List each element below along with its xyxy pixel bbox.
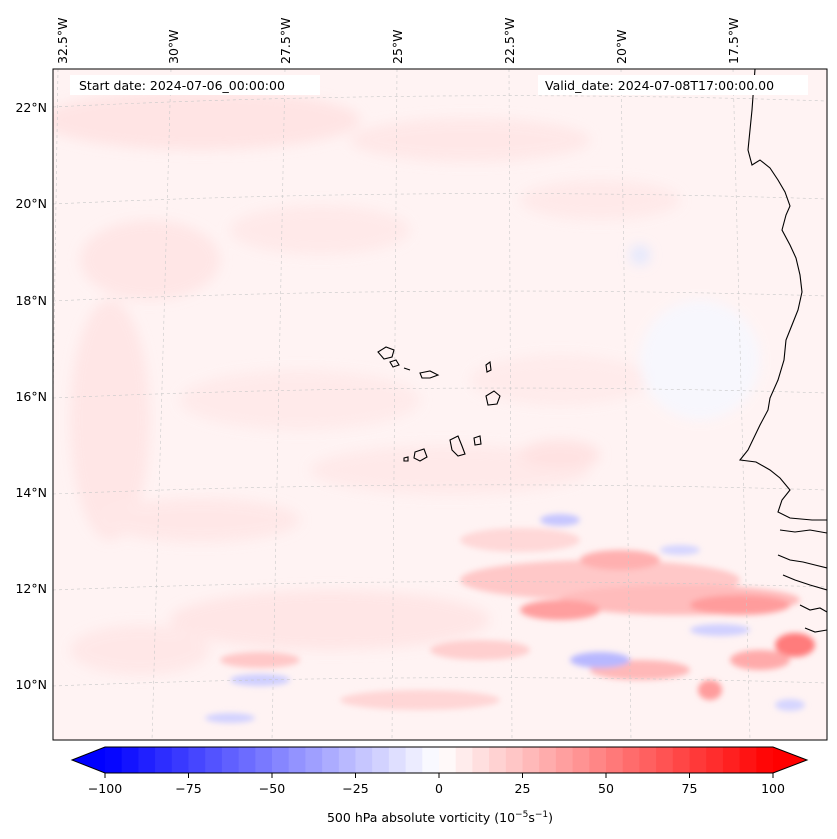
colorbar-tick-labels: −100 −75 −50 −25 0 25 50 75 100: [88, 781, 785, 796]
lon-label: 32.5°W: [55, 18, 70, 64]
colorbar-cell: [105, 747, 123, 773]
colorbar-cell: [205, 747, 223, 773]
colorbar-cell: [322, 747, 340, 773]
lon-label: 17.5°W: [726, 18, 741, 64]
graticule: [53, 69, 827, 740]
lon-label: 25°W: [390, 29, 405, 64]
cb-tick-label: 75: [682, 781, 698, 796]
colorbar-cell: [606, 747, 624, 773]
lat-label: 14°N: [15, 485, 47, 500]
colorbar-cell: [171, 747, 189, 773]
lat-label: 12°N: [15, 581, 47, 596]
coastline: [377, 69, 827, 633]
cb-tick-label: −75: [175, 781, 201, 796]
colorbar-cell: [439, 747, 457, 773]
colorbar-cell: [355, 747, 373, 773]
lat-label: 18°N: [15, 293, 47, 308]
colorbar-cell: [155, 747, 173, 773]
cb-tick-label: 0: [435, 781, 443, 796]
lat-label: 16°N: [15, 389, 47, 404]
colorbar-cell: [505, 747, 523, 773]
colorbar-cell: [756, 747, 774, 773]
colorbar-cells: [105, 747, 774, 773]
colorbar-cell: [405, 747, 423, 773]
colorbar-cell: [238, 747, 256, 773]
colorbar-cell: [539, 747, 557, 773]
colorbar: −100 −75 −50 −25 0 25 50 75 100 500 hPa …: [70, 746, 809, 825]
vorticity-field: [53, 69, 827, 740]
colorbar-cell: [722, 747, 741, 773]
cb-tick-label: 100: [761, 781, 785, 796]
colorbar-cell: [255, 747, 273, 773]
cb-tick-label: −50: [259, 781, 285, 796]
lon-label: 30°W: [166, 29, 181, 64]
colorbar-cell: [706, 747, 724, 773]
cb-tick-label: 50: [598, 781, 614, 796]
lat-label: 22°N: [15, 100, 47, 115]
colorbar-cell: [288, 747, 306, 773]
colorbar-cell: [622, 747, 640, 773]
colorbar-cell: [138, 747, 156, 773]
colorbar-label: 500 hPa absolute vorticity (10−5s−1): [327, 810, 553, 825]
colorbar-cell: [589, 747, 607, 773]
lon-label: 20°W: [614, 29, 629, 64]
colorbar-cell: [338, 747, 356, 773]
colorbar-cell: [689, 747, 707, 773]
colorbar-cell: [656, 747, 674, 773]
colorbar-cell: [455, 747, 473, 773]
cb-tick-label: −25: [342, 781, 368, 796]
colorbar-cell: [472, 747, 490, 773]
colorbar-cell: [305, 747, 323, 773]
lat-label: 20°N: [15, 196, 47, 211]
colorbar-extend-min: [72, 747, 105, 773]
colorbar-cell: [188, 747, 206, 773]
colorbar-cell: [121, 747, 139, 773]
colorbar-cell: [672, 747, 690, 773]
colorbar-cell: [422, 747, 440, 773]
colorbar-extend-max: [773, 747, 807, 773]
colorbar-cell: [372, 747, 390, 773]
colorbar-cell: [489, 747, 507, 773]
lon-label: 22.5°W: [502, 18, 517, 64]
colorbar-cell: [388, 747, 407, 773]
cb-tick-label: −100: [88, 781, 122, 796]
valid-date-label: Valid_date: 2024-07-08T17:00:00.00: [545, 78, 774, 93]
colorbar-cell: [522, 747, 540, 773]
colorbar-cell: [639, 747, 657, 773]
colorbar-cell: [555, 747, 574, 773]
latitude-labels: 22°N 20°N 18°N 16°N 14°N 12°N 10°N: [15, 100, 47, 692]
header: Start date: 2024-07-06_00:00:00 Valid_da…: [70, 75, 808, 95]
map-frame: [52, 68, 828, 741]
start-date-label: Start date: 2024-07-06_00:00:00: [79, 78, 285, 93]
cb-tick-label: 25: [515, 781, 531, 796]
colorbar-cell: [221, 747, 240, 773]
longitude-labels: 32.5°W 30°W 27.5°W 25°W 22.5°W 20°W 17.5…: [55, 18, 741, 64]
colorbar-cell: [739, 747, 757, 773]
colorbar-cell: [572, 747, 590, 773]
colorbar-cell: [272, 747, 290, 773]
colorbar-ticks: [104, 773, 774, 778]
lat-label: 10°N: [15, 677, 47, 692]
lon-label: 27.5°W: [278, 18, 293, 64]
